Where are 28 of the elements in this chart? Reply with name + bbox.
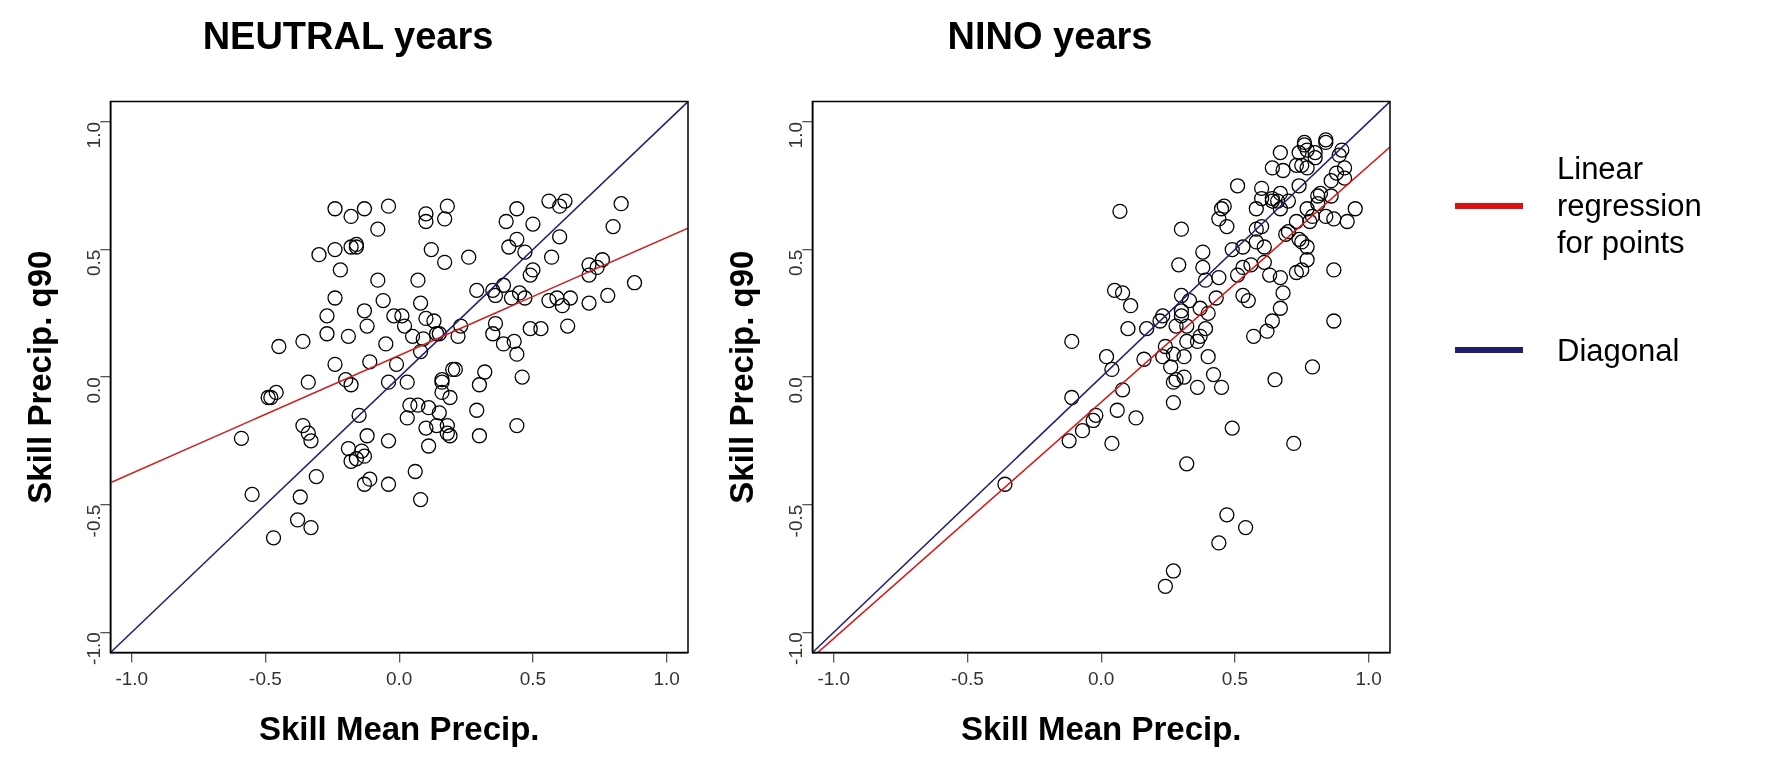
y-tick-label: -1.0 [82, 632, 104, 665]
x-tick-label: 0.5 [1221, 668, 1249, 690]
y-tick-label: 0.5 [784, 249, 806, 276]
x-tick-label: 1.0 [1355, 668, 1382, 690]
x-tick-label: 1.0 [653, 668, 680, 690]
y-tick-label: 1.0 [82, 122, 104, 149]
y-tick-label: 1.0 [784, 122, 806, 149]
chart-title: NEUTRAL years [202, 15, 494, 58]
y-tick-label: -0.5 [784, 504, 806, 538]
x-tick-label: -1.0 [115, 668, 149, 690]
legend-label: Diagonal [1557, 331, 1681, 369]
y-tick-label: 0.0 [784, 377, 806, 404]
y-axis-title: Skill Precip. q90 [722, 250, 760, 504]
y-axis-title: Skill Precip. q90 [20, 250, 58, 504]
y-tick-label: 0.0 [82, 377, 104, 404]
y-tick-label: 0.5 [82, 249, 104, 276]
x-tick-label: -1.0 [817, 668, 851, 690]
x-axis-title: Skill Mean Precip. [258, 710, 540, 748]
x-tick-label: 0.5 [519, 668, 547, 690]
x-tick-label: -0.5 [951, 668, 984, 690]
y-tick-label: -0.5 [82, 504, 104, 538]
legend-label: Linear regression for points [1557, 150, 1703, 262]
x-tick-label: 0.0 [1087, 668, 1115, 690]
x-tick-label: 0.0 [385, 668, 413, 690]
x-tick-label: -0.5 [249, 668, 282, 690]
x-axis-title: Skill Mean Precip. [960, 710, 1242, 748]
y-tick-label: -1.0 [784, 632, 806, 665]
chart-title: NINO years [947, 15, 1153, 58]
